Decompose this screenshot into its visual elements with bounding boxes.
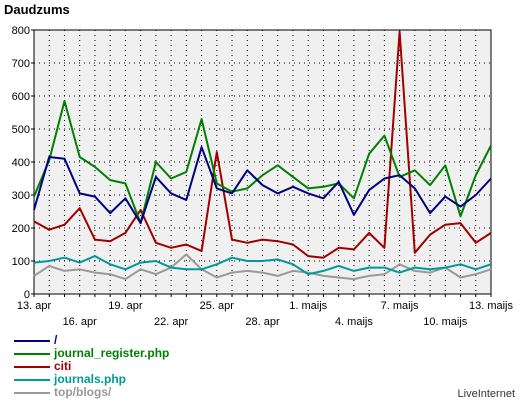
series-line <box>33 253 492 281</box>
x-tick-label: 16. apr <box>63 316 98 328</box>
x-tick-label: 19. apr <box>108 300 143 312</box>
legend-label: journals.php <box>54 372 126 386</box>
legend-swatch <box>14 353 50 355</box>
y-tick-label: 600 <box>12 91 30 103</box>
x-tick-label: 13. apr <box>17 300 52 312</box>
legend-item: top/blogs/ <box>14 386 169 399</box>
x-tick-label: 10. maijs <box>423 316 468 328</box>
series-line <box>33 100 492 225</box>
y-tick-label: 200 <box>12 223 30 235</box>
plot-background <box>33 29 492 295</box>
legend-item: journal_register.php <box>14 347 169 360</box>
y-tick-label: 700 <box>12 58 30 70</box>
y-tick-label: 500 <box>12 124 30 136</box>
legend-swatch <box>14 366 50 368</box>
series-line <box>33 255 492 276</box>
chart-title: Daudzums <box>4 2 70 17</box>
y-tick-label: 0 <box>24 289 30 301</box>
legend: / journal_register.php citi journals.php top… <box>14 334 169 399</box>
legend-label: / <box>54 333 58 347</box>
y-tick-label: 800 <box>12 25 30 37</box>
legend-label: journal_register.php <box>54 346 170 360</box>
x-axis-ticks: 13. apr 16. apr 19. apr 22. apr 25. apr 28. a… <box>17 294 514 328</box>
legend-label: top/blogs/ <box>54 385 112 399</box>
y-axis-ticks: 0 100 200 300 400 500 600 700 800 <box>12 25 34 301</box>
legend-item: citi <box>14 360 169 373</box>
legend-item: / <box>14 334 169 347</box>
series-line <box>33 30 492 259</box>
x-tick-label: 1. maijs <box>289 300 327 312</box>
legend-swatch <box>14 340 50 342</box>
x-tick-label: 28. apr <box>245 316 280 328</box>
y-tick-label: 300 <box>12 190 30 202</box>
y-tick-label: 400 <box>12 157 30 169</box>
series-line <box>33 146 492 225</box>
y-tick-label: 100 <box>12 256 30 268</box>
x-tick-label: 22. apr <box>154 316 189 328</box>
x-tick-label: 25. apr <box>200 300 235 312</box>
x-tick-label: 13. maijs <box>469 300 514 312</box>
x-tick-label: 7. maijs <box>381 300 419 312</box>
legend-label: citi <box>54 359 72 373</box>
series-lines <box>33 30 492 281</box>
x-tick-label: 4. maijs <box>335 316 373 328</box>
legend-swatch <box>14 379 50 381</box>
legend-swatch <box>14 392 50 394</box>
legend-item: journals.php <box>14 373 169 386</box>
watermark-label: LiveInternet <box>457 388 515 400</box>
